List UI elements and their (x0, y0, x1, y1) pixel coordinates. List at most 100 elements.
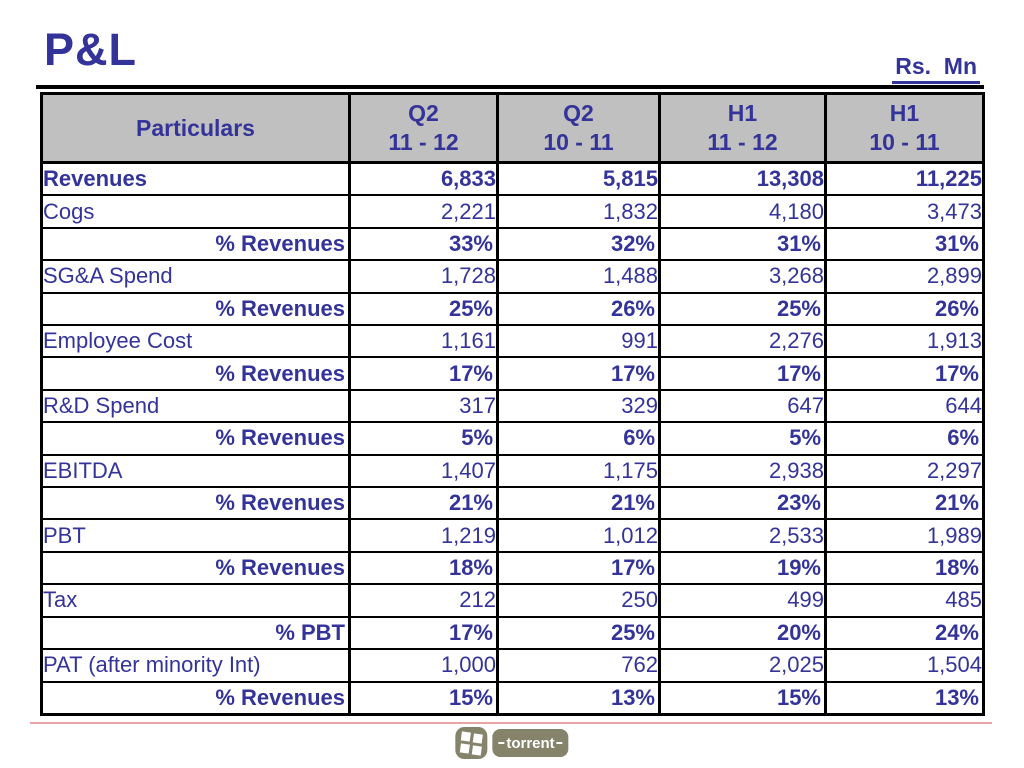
row-value: 17% (348, 356, 499, 391)
table-row: % Revenues 15% 13% 15% 13% (40, 680, 985, 716)
row-value: 13% (824, 680, 985, 716)
row-value: 6,833 (348, 161, 499, 197)
row-label: PBT (40, 518, 351, 553)
table-row: PAT (after minority Int) 1,000 762 2,025 1,5… (40, 648, 985, 683)
row-value: 647 (658, 388, 827, 424)
row-value: 15% (348, 680, 499, 716)
row-value: 25% (658, 291, 827, 327)
row-value: 15% (658, 680, 827, 716)
row-value: 2,221 (348, 194, 499, 229)
torrent-logo: torrent (455, 727, 569, 759)
row-value: 25% (496, 615, 661, 651)
row-value: 31% (824, 226, 985, 262)
row-label: % Revenues (40, 226, 351, 262)
table-header-row: Particulars Q2 11 - 12 Q2 10 - 11 H1 11 - 12 H… (40, 92, 985, 164)
row-value: 5% (348, 421, 499, 456)
row-value: 3,473 (824, 194, 985, 229)
table-row: % Revenues 18% 17% 19% 18% (40, 550, 985, 586)
table-row: EBITDA 1,407 1,175 2,938 2,297 (40, 453, 985, 489)
column-header-line1: Q2 (563, 100, 594, 127)
row-label: Employee Cost (40, 324, 351, 359)
row-value: 31% (658, 226, 827, 262)
row-value: 1,407 (348, 453, 499, 489)
bottom-rule (30, 722, 992, 724)
row-value: 5,815 (496, 161, 661, 197)
particulars-header: Particulars (40, 92, 351, 164)
row-value: 18% (348, 550, 499, 586)
row-label: Revenues (40, 161, 351, 197)
title-rule (36, 85, 984, 89)
row-label: R&D Spend (40, 388, 351, 424)
row-value: 11,225 (824, 161, 985, 197)
column-header: Q2 11 - 12 (348, 92, 499, 164)
row-value: 499 (658, 583, 827, 618)
unit-label: Rs. Mn (892, 53, 980, 84)
page-title: P&L (44, 24, 137, 75)
row-value: 21% (824, 486, 985, 521)
table-row: % Revenues 21% 21% 23% 21% (40, 486, 985, 521)
row-value: 33% (348, 226, 499, 262)
row-value: 3,268 (658, 259, 827, 294)
wordmark-right-bar-icon (556, 742, 563, 744)
row-value: 17% (496, 550, 661, 586)
row-value: 2,297 (824, 453, 985, 489)
table-row: Tax 212 250 499 485 (40, 583, 985, 618)
row-value: 13,308 (658, 161, 827, 197)
row-label: % Revenues (40, 356, 351, 391)
row-value: 644 (824, 388, 985, 424)
row-value: 2,276 (658, 324, 827, 359)
wordmark-text: torrent (506, 734, 555, 752)
row-value: 19% (658, 550, 827, 586)
column-header-line2: 11 - 12 (388, 129, 459, 155)
row-label: EBITDA (40, 453, 351, 489)
row-value: 32% (496, 226, 661, 262)
row-value: 1,161 (348, 324, 499, 359)
row-value: 329 (496, 388, 661, 424)
torrent-mark-icon (455, 727, 488, 759)
row-value: 13% (496, 680, 661, 716)
row-value: 1,728 (348, 259, 499, 294)
row-value: 1,175 (496, 453, 661, 489)
column-header: H1 11 - 12 (658, 92, 827, 164)
table-row: % Revenues 25% 26% 25% 26% (40, 291, 985, 327)
row-value: 317 (348, 388, 499, 424)
row-value: 20% (658, 615, 827, 651)
row-value: 26% (824, 291, 985, 327)
row-label: % Revenues (40, 486, 351, 521)
row-label: % Revenues (40, 550, 351, 586)
row-label: PAT (after minority Int) (40, 648, 351, 683)
row-value: 24% (824, 615, 985, 651)
row-value: 250 (496, 583, 661, 618)
table-row: Revenues 6,833 5,815 13,308 11,225 (40, 161, 985, 197)
row-label: % Revenues (40, 421, 351, 456)
column-header-line1: H1 (727, 100, 758, 127)
table-body: Revenues 6,833 5,815 13,308 11,225 Cogs 2,221 1… (40, 161, 985, 716)
row-label: SG&A Spend (40, 259, 351, 294)
row-value: 2,938 (658, 453, 827, 489)
column-header-line2: 10 - 11 (869, 129, 940, 155)
row-value: 2,025 (658, 648, 827, 683)
row-value: 212 (348, 583, 499, 618)
row-value: 17% (658, 356, 827, 391)
row-value: 17% (496, 356, 661, 391)
table-row: R&D Spend 317 329 647 644 (40, 388, 985, 424)
column-header-line2: 10 - 11 (543, 129, 614, 155)
row-value: 18% (824, 550, 985, 586)
table-row: % PBT 17% 25% 20% 24% (40, 615, 985, 651)
row-label: Tax (40, 583, 351, 618)
row-value: 1,219 (348, 518, 499, 553)
row-label: % Revenues (40, 291, 351, 327)
row-value: 17% (824, 356, 985, 391)
table-row: Cogs 2,221 1,832 4,180 3,473 (40, 194, 985, 229)
table-row: PBT 1,219 1,012 2,533 1,989 (40, 518, 985, 553)
column-header-line1: H1 (889, 100, 920, 127)
row-value: 23% (658, 486, 827, 521)
row-value: 6% (496, 421, 661, 456)
row-value: 21% (496, 486, 661, 521)
row-value: 1,913 (824, 324, 985, 359)
table-row: SG&A Spend 1,728 1,488 3,268 2,899 (40, 259, 985, 294)
row-label: % Revenues (40, 680, 351, 716)
row-value: 1,012 (496, 518, 661, 553)
table-row: % Revenues 33% 32% 31% 31% (40, 226, 985, 262)
column-header: H1 10 - 11 (824, 92, 985, 164)
